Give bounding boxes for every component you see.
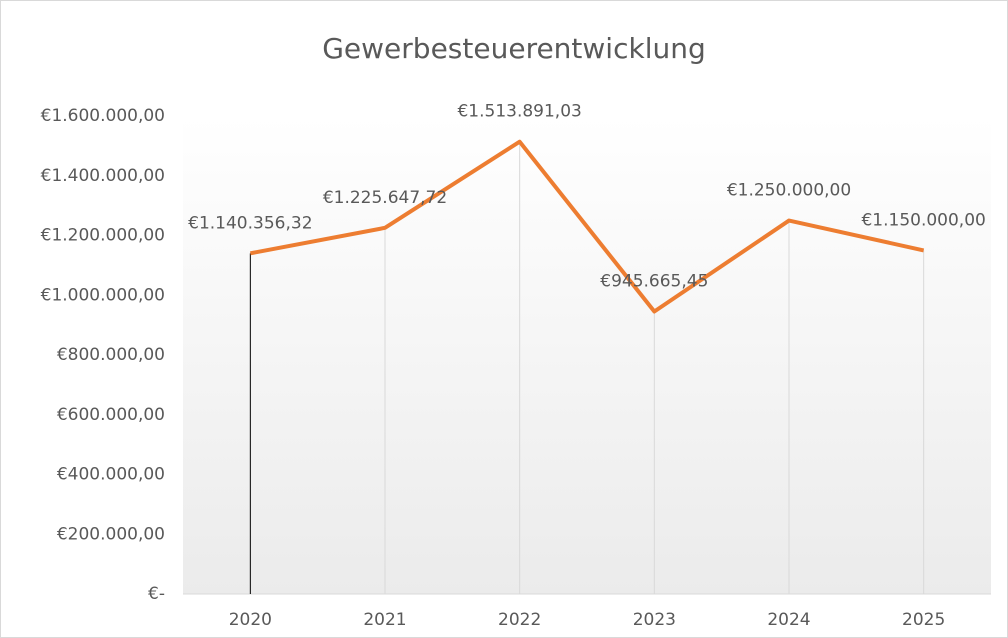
chart-title: Gewerbesteuerentwicklung xyxy=(322,32,706,65)
x-tick-label: 2022 xyxy=(498,610,541,630)
x-tick-label: 2021 xyxy=(363,610,406,630)
data-label: €1.150.000,00 xyxy=(861,210,985,230)
line xyxy=(249,139,925,314)
x-tick-label: 2023 xyxy=(633,610,676,630)
y-tick-label: €200.000,00 xyxy=(57,524,165,544)
data-label: €1.225.647,72 xyxy=(323,188,447,208)
data-label: €1.250.000,00 xyxy=(727,181,851,201)
y-tick-label: €- xyxy=(148,584,165,604)
x-tick-label: 2025 xyxy=(902,610,945,630)
x-tick-label: 2020 xyxy=(229,610,272,630)
y-tick-label: €1.200.000,00 xyxy=(41,226,165,246)
y-tick-label: €600.000,00 xyxy=(57,405,165,425)
data-label: €945.665,45 xyxy=(600,271,708,291)
y-tick-label: €1.000.000,00 xyxy=(41,285,165,305)
data-label: €1.513.891,03 xyxy=(457,102,581,122)
y-tick-label: €1.600.000,00 xyxy=(41,106,165,126)
x-tick-label: 2024 xyxy=(767,610,810,630)
data-label: €1.140.356,32 xyxy=(188,213,312,233)
y-tick-label: €800.000,00 xyxy=(57,345,165,365)
plot-area xyxy=(183,116,991,594)
y-tick-label: €1.400.000,00 xyxy=(41,166,165,186)
y-tick-label: €400.000,00 xyxy=(57,465,165,485)
